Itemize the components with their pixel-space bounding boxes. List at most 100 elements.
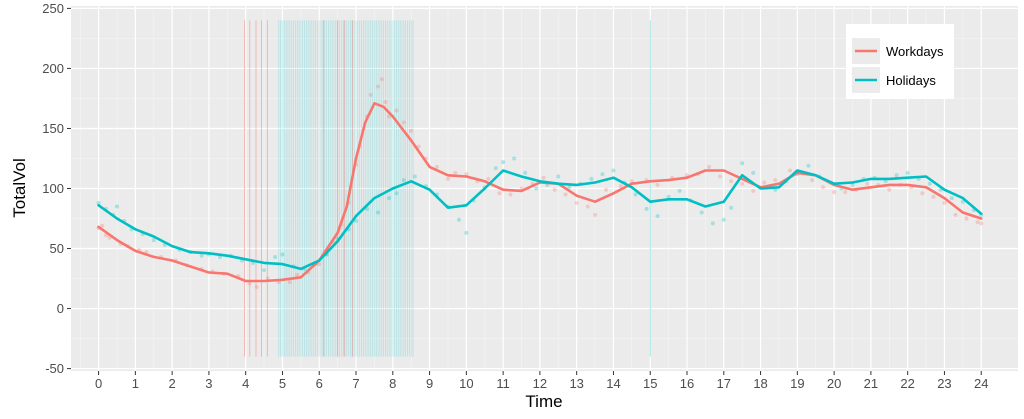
legend-label-holidays: Holidays <box>886 73 936 88</box>
workdays-point <box>865 181 870 186</box>
workdays-point <box>464 172 469 177</box>
smoothed-lines <box>97 102 983 283</box>
workdays-point <box>920 191 925 196</box>
holidays-point <box>401 178 406 183</box>
workdays-point <box>376 84 381 89</box>
x-tick-label: 4 <box>242 376 249 391</box>
workdays-point <box>593 212 598 217</box>
x-tick-label: 1 <box>132 376 139 391</box>
holidays-point <box>589 176 594 181</box>
workdays-point <box>604 187 609 192</box>
y-tick-label: 0 <box>57 301 64 316</box>
holidays-point <box>534 186 539 191</box>
y-tick-label: 100 <box>42 181 64 196</box>
workdays-point <box>401 120 406 125</box>
workdays-point <box>618 184 623 189</box>
holidays-point <box>354 218 359 223</box>
holidays-point <box>655 214 660 219</box>
workdays-point <box>821 185 826 190</box>
x-tick-label: 3 <box>205 376 212 391</box>
x-tick-label: 14 <box>606 376 620 391</box>
workdays-point <box>953 212 958 217</box>
grid-major <box>71 6 1018 371</box>
holidays-point <box>376 210 381 215</box>
holidays-point <box>960 199 965 204</box>
holidays-point <box>710 221 715 226</box>
workdays-point <box>740 181 745 186</box>
x-tick-label: 19 <box>790 376 804 391</box>
workdays-point <box>931 194 936 199</box>
workdays-point <box>563 192 568 197</box>
holidays-point <box>751 170 756 175</box>
holidays-point <box>850 182 855 187</box>
x-axis-title: Time <box>525 392 562 411</box>
holidays-point <box>273 254 278 259</box>
x-tick-label: 11 <box>496 376 510 391</box>
holidays-point <box>96 200 101 205</box>
x-tick-label: 6 <box>316 376 323 391</box>
holidays-point <box>927 181 932 186</box>
workdays-point <box>247 281 252 286</box>
workdays-point <box>762 180 767 185</box>
series-line-holidays <box>97 169 983 271</box>
workdays-point <box>942 200 947 205</box>
workdays-point <box>787 168 792 173</box>
holidays-point <box>262 268 267 273</box>
y-tick-label: -50 <box>45 361 64 376</box>
workdays-point <box>409 128 414 133</box>
workdays-point <box>975 220 980 225</box>
x-tick-label: 20 <box>827 376 841 391</box>
holidays-point <box>464 230 469 235</box>
holidays-point <box>493 166 498 171</box>
x-tick-label: 5 <box>279 376 286 391</box>
x-tick-label: 23 <box>937 376 951 391</box>
holidays-point <box>600 172 605 177</box>
holidays-point <box>523 170 528 175</box>
x-tick-label: 18 <box>753 376 767 391</box>
holidays-point <box>905 170 910 175</box>
x-tick-label: 0 <box>95 376 102 391</box>
workdays-point <box>508 192 513 197</box>
workdays-point <box>434 164 439 169</box>
workdays-point <box>585 204 590 209</box>
holidays-point <box>894 173 899 178</box>
x-tick-label: 17 <box>717 376 731 391</box>
workdays-point <box>254 284 259 289</box>
workdays-point <box>718 174 723 179</box>
workdays-point <box>368 92 373 97</box>
workdays-point <box>445 176 450 181</box>
holidays-point <box>394 191 399 196</box>
workdays-point <box>832 190 837 195</box>
x-tick-label: 10 <box>459 376 473 391</box>
holidays-point <box>114 204 119 209</box>
workdays-point <box>843 190 848 195</box>
holidays-point <box>280 252 285 257</box>
holidays-point <box>456 217 461 222</box>
workdays-point <box>810 178 815 183</box>
holidays-point <box>387 196 392 201</box>
y-tick-label: 200 <box>42 61 64 76</box>
holidays-point <box>883 179 888 184</box>
holidays-point <box>806 163 811 168</box>
workdays-point <box>979 221 984 226</box>
workdays-point <box>655 182 660 187</box>
holidays-point <box>556 174 561 179</box>
workdays-point <box>453 170 458 175</box>
holidays-point <box>199 253 204 258</box>
holidays-point <box>611 168 616 173</box>
legend: Workdays Holidays <box>846 24 954 99</box>
holidays-point <box>412 174 417 179</box>
workdays-point <box>773 178 778 183</box>
holidays-point <box>567 185 572 190</box>
x-tick-label: 13 <box>569 376 583 391</box>
y-axis: -50 0 50 100 150 200 250 <box>42 1 71 376</box>
holidays-point <box>644 206 649 211</box>
workdays-point <box>964 216 969 221</box>
holidays-point <box>501 160 506 165</box>
x-tick-label: 21 <box>864 376 878 391</box>
holidays-point <box>699 210 704 215</box>
workdays-point <box>887 187 892 192</box>
x-tick-label: 2 <box>169 376 176 391</box>
x-tick-label: 15 <box>643 376 657 391</box>
